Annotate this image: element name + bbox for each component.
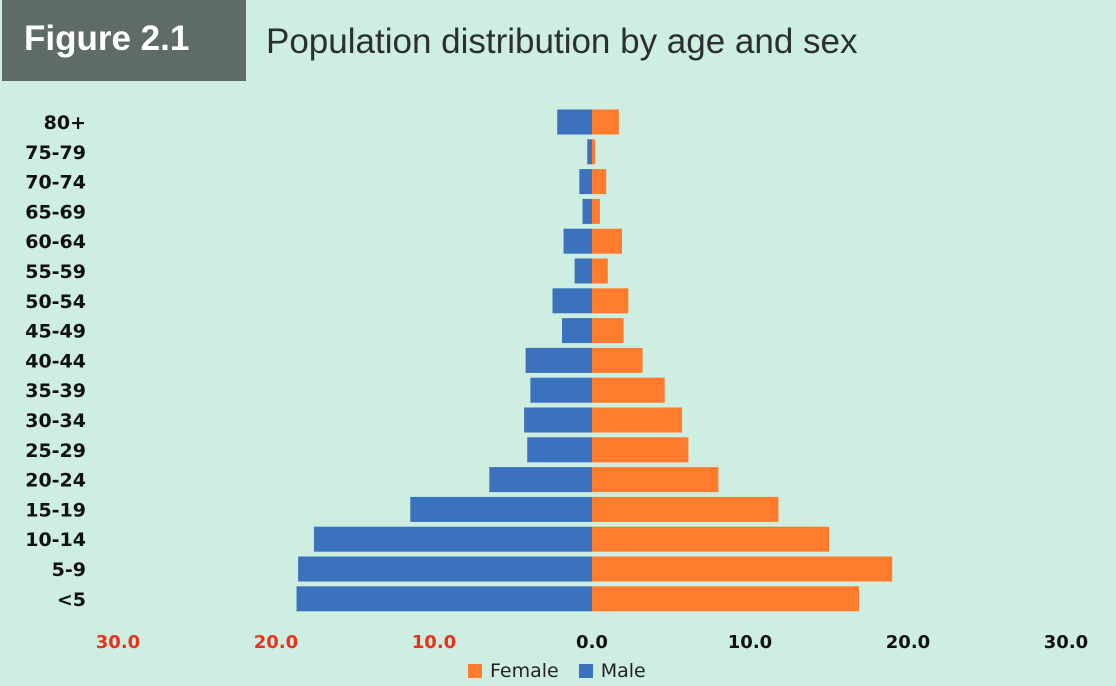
- bar-male-20-24: [489, 467, 592, 493]
- age-label-70-74: 70-74: [25, 172, 86, 194]
- bar-female-70-74: [592, 169, 607, 195]
- x-tick-label: 10.0: [412, 632, 456, 653]
- legend-swatch-male: [578, 664, 593, 678]
- age-label-30-34: 30-34: [25, 410, 86, 432]
- female-bars: [592, 109, 893, 612]
- bar-female-55-59: [592, 258, 608, 284]
- bar-male-35-39: [530, 377, 592, 403]
- bar-female-30-34: [592, 407, 683, 433]
- bar-male-5-9: [298, 556, 592, 582]
- age-label-60-64: 60-64: [25, 231, 86, 253]
- x-tick-label: 20.0: [254, 632, 298, 653]
- bar-male-55-59: [574, 258, 592, 284]
- age-label-75-79: 75-79: [25, 142, 86, 164]
- age-label-55-59: 55-59: [25, 261, 86, 283]
- x-tick-label: 30.0: [1044, 632, 1088, 653]
- bar-male-70-74: [579, 169, 592, 195]
- bar-female-10-14: [592, 526, 829, 552]
- bar-male-10-14: [313, 526, 592, 552]
- bar-female-65-69: [592, 198, 600, 224]
- legend-label-male: Male: [600, 660, 646, 682]
- bar-male-25-29: [527, 437, 592, 463]
- age-label-10-14: 10-14: [25, 529, 86, 551]
- age-label-under-5: <5: [57, 589, 86, 611]
- age-label-5-9: 5-9: [52, 559, 86, 581]
- legend-label-female: Female: [490, 660, 559, 682]
- bar-male-65-69: [582, 198, 592, 224]
- bar-female-45-49: [592, 318, 624, 344]
- bar-male-40-44: [525, 347, 592, 373]
- bar-female-15-19: [592, 496, 779, 522]
- bar-female-40-44: [592, 347, 643, 373]
- age-label-25-29: 25-29: [25, 440, 86, 462]
- age-label-20-24: 20-24: [25, 470, 86, 492]
- bar-female-5-9: [592, 556, 893, 582]
- bar-female-50-54: [592, 288, 629, 314]
- age-label-40-44: 40-44: [25, 350, 86, 372]
- bar-female-80plus: [592, 109, 619, 135]
- bar-male-15-19: [410, 496, 592, 522]
- bar-male-under-5: [296, 586, 592, 612]
- bar-female-35-39: [592, 377, 665, 403]
- figure-label: Figure 2.1: [2, 0, 246, 81]
- bar-male-50-54: [552, 288, 592, 314]
- bar-male-60-64: [563, 228, 592, 254]
- age-label-50-54: 50-54: [25, 291, 86, 313]
- bar-male-75-79: [587, 139, 592, 165]
- bar-female-20-24: [592, 467, 719, 493]
- x-tick-label: 0.0: [576, 632, 608, 653]
- x-axis-tick-labels: 30.0 20.0 10.0 0.0 10.0 20.0 30.0: [96, 632, 1088, 653]
- age-label-65-69: 65-69: [25, 201, 86, 223]
- bar-male-80plus: [557, 109, 592, 135]
- x-tick-label: 20.0: [886, 632, 930, 653]
- bar-female-75-79: [592, 139, 596, 165]
- legend-item-female: Female: [468, 660, 559, 682]
- age-label-45-49: 45-49: [25, 321, 86, 343]
- bar-male-45-49: [561, 318, 592, 344]
- age-label-15-19: 15-19: [25, 499, 86, 521]
- age-group-labels: 80+ 75-79 70-74 65-69 60-64 55-59 50-54 45-49 40…: [25, 112, 86, 611]
- bar-female-under-5: [592, 586, 860, 612]
- bar-female-60-64: [592, 228, 623, 254]
- chart-legend: Female Male: [468, 658, 666, 684]
- chart-title: Population distribution by age and sex: [266, 22, 858, 61]
- legend-item-male: Male: [578, 660, 646, 682]
- legend-swatch-female: [468, 664, 482, 678]
- bar-male-30-34: [524, 407, 592, 433]
- bar-female-25-29: [592, 437, 689, 463]
- x-tick-label: 30.0: [96, 632, 140, 653]
- age-label-80plus: 80+: [44, 112, 86, 134]
- age-label-35-39: 35-39: [25, 380, 86, 402]
- male-bars: [296, 109, 592, 612]
- x-tick-label: 10.0: [728, 632, 772, 653]
